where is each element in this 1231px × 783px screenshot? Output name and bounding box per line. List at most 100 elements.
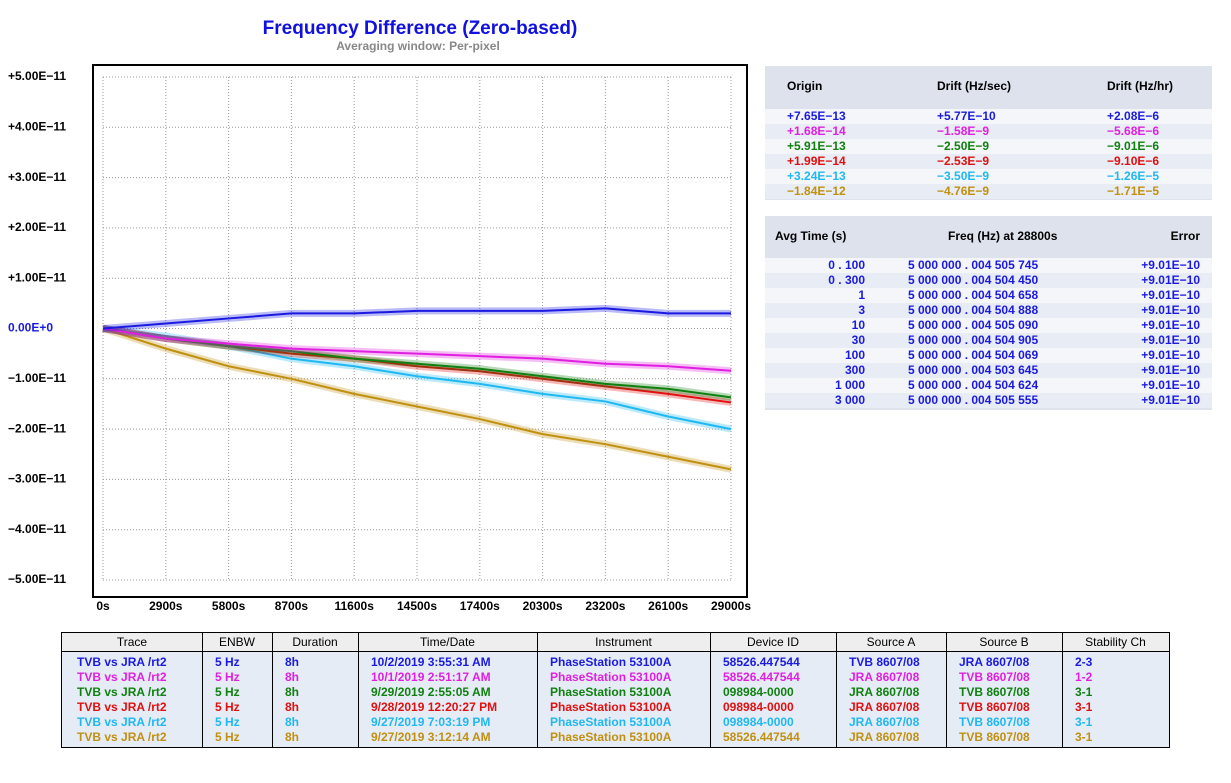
cell: +9.01E−10 — [1141, 303, 1200, 317]
row-band — [765, 273, 1212, 288]
cell: 5 Hz — [215, 670, 240, 684]
cell: 2-3 — [1075, 655, 1093, 669]
cell: 8h — [285, 685, 300, 699]
cell: 5 000 000 . 004 505 745 — [908, 258, 1039, 272]
column-rule — [1062, 633, 1063, 747]
x-tick-label: 8700s — [275, 599, 309, 613]
cell: +1.68E−14 — [787, 124, 846, 138]
cell: 8h — [285, 670, 300, 684]
cell: 8h — [285, 730, 300, 744]
x-tick-label: 5800s — [212, 599, 246, 613]
column-header: Duration — [292, 635, 338, 649]
cell: 8h — [285, 715, 300, 729]
row-band — [765, 154, 1212, 169]
cell: +9.01E−10 — [1141, 363, 1200, 377]
row-band — [765, 258, 1212, 273]
header-band — [62, 633, 1169, 652]
cell: PhaseStation 53100A — [550, 730, 672, 744]
cell: 5 Hz — [215, 685, 240, 699]
cell: 098984-0000 — [723, 700, 794, 714]
column-header: Device ID — [746, 635, 799, 649]
cell: 3 — [858, 303, 865, 317]
y-tick-label: −5.00E−11 — [8, 572, 66, 586]
row-band — [765, 348, 1212, 363]
x-tick-label: 14500s — [397, 599, 437, 613]
cell: 58526.447544 — [723, 730, 800, 744]
column-header: Trace — [116, 635, 148, 649]
series-line — [102, 327, 732, 372]
cell: 58526.447544 — [723, 670, 800, 684]
cell: +9.01E−10 — [1141, 393, 1200, 407]
chart-title: Frequency Difference (Zero-based) — [263, 18, 578, 39]
cell: +9.01E−10 — [1141, 258, 1200, 272]
cell: 3-1 — [1075, 730, 1093, 744]
cell: TVB 8607/08 — [959, 715, 1030, 729]
row-band — [765, 378, 1212, 393]
row-band — [765, 363, 1212, 378]
cell: 30 — [851, 333, 865, 347]
column-header: Stability Ch — [1085, 635, 1146, 649]
cell: TVB 8607/08 — [849, 655, 920, 669]
cell: TVB vs JRA /rt2 — [77, 715, 167, 729]
cell: 5 000 000 . 004 504 450 — [908, 273, 1039, 287]
column-rule — [358, 633, 359, 747]
y-tick-label: −3.00E−11 — [8, 472, 66, 486]
cell: 5 000 000 . 004 503 645 — [908, 363, 1039, 377]
cell: +9.01E−10 — [1141, 333, 1200, 347]
cell: 10/1/2019 2:51:17 AM — [371, 670, 491, 684]
column-rule — [202, 633, 203, 747]
cell: −9.10E−6 — [1107, 154, 1160, 168]
cell: 5 Hz — [215, 700, 240, 714]
cell: 3-1 — [1075, 685, 1093, 699]
cell: 100 — [844, 348, 865, 362]
row-band — [765, 288, 1212, 303]
cell: 9/27/2019 3:12:14 AM — [371, 730, 491, 744]
cell: JRA 8607/08 — [959, 655, 1030, 669]
cell: +5.91E−13 — [787, 139, 846, 153]
cell: 9/27/2019 7:03:19 PM — [371, 715, 491, 729]
row-band — [765, 169, 1212, 184]
y-tick-label: −4.00E−11 — [8, 522, 66, 536]
x-tick-label: 0s — [96, 599, 110, 613]
cell: −5.68E−6 — [1107, 124, 1160, 138]
column-rule — [946, 633, 947, 747]
cell: +5.77E−10 — [937, 109, 996, 123]
y-tick-label: +5.00E−11 — [8, 69, 66, 83]
column-header: Freq (Hz) at 28800s — [948, 229, 1058, 243]
x-tick-label: 29000s — [711, 599, 751, 613]
row-band — [765, 393, 1212, 408]
column-header: ENBW — [219, 635, 255, 649]
row-band — [765, 124, 1212, 139]
column-rule — [272, 633, 273, 747]
cell: 5 000 000 . 004 504 905 — [908, 333, 1039, 347]
cell: 5 000 000 . 004 504 624 — [908, 378, 1039, 392]
cell: 3-1 — [1075, 715, 1093, 729]
cell: JRA 8607/08 — [849, 670, 920, 684]
x-tick-label: 23200s — [585, 599, 625, 613]
cell: 5 000 000 . 004 505 555 — [908, 393, 1039, 407]
row-band — [765, 184, 1212, 199]
cell: TVB 8607/08 — [959, 670, 1030, 684]
column-header: Avg Time (s) — [775, 229, 847, 243]
column-header: Drift (Hz/hr) — [1107, 79, 1173, 93]
cell: 098984-0000 — [723, 715, 794, 729]
cell: +9.01E−10 — [1141, 348, 1200, 362]
cell: TVB 8607/08 — [959, 685, 1030, 699]
cell: TVB vs JRA /rt2 — [77, 685, 167, 699]
cell: TVB vs JRA /rt2 — [77, 655, 167, 669]
cell: 1-2 — [1075, 670, 1093, 684]
cell: +9.01E−10 — [1141, 318, 1200, 332]
cell: 3-1 — [1075, 700, 1093, 714]
cell: TVB 8607/08 — [959, 730, 1030, 744]
cell: 58526.447544 — [723, 655, 800, 669]
cell: TVB vs JRA /rt2 — [77, 670, 167, 684]
cell: PhaseStation 53100A — [550, 715, 672, 729]
cell: −1.26E−5 — [1107, 169, 1160, 183]
row-band — [765, 318, 1212, 333]
cell: 1 — [858, 288, 865, 302]
cell: 3 000 — [834, 393, 865, 407]
cell: 0 . 100 — [828, 258, 865, 272]
cell: +7.65E−13 — [787, 109, 846, 123]
cell: −9.01E−6 — [1107, 139, 1160, 153]
